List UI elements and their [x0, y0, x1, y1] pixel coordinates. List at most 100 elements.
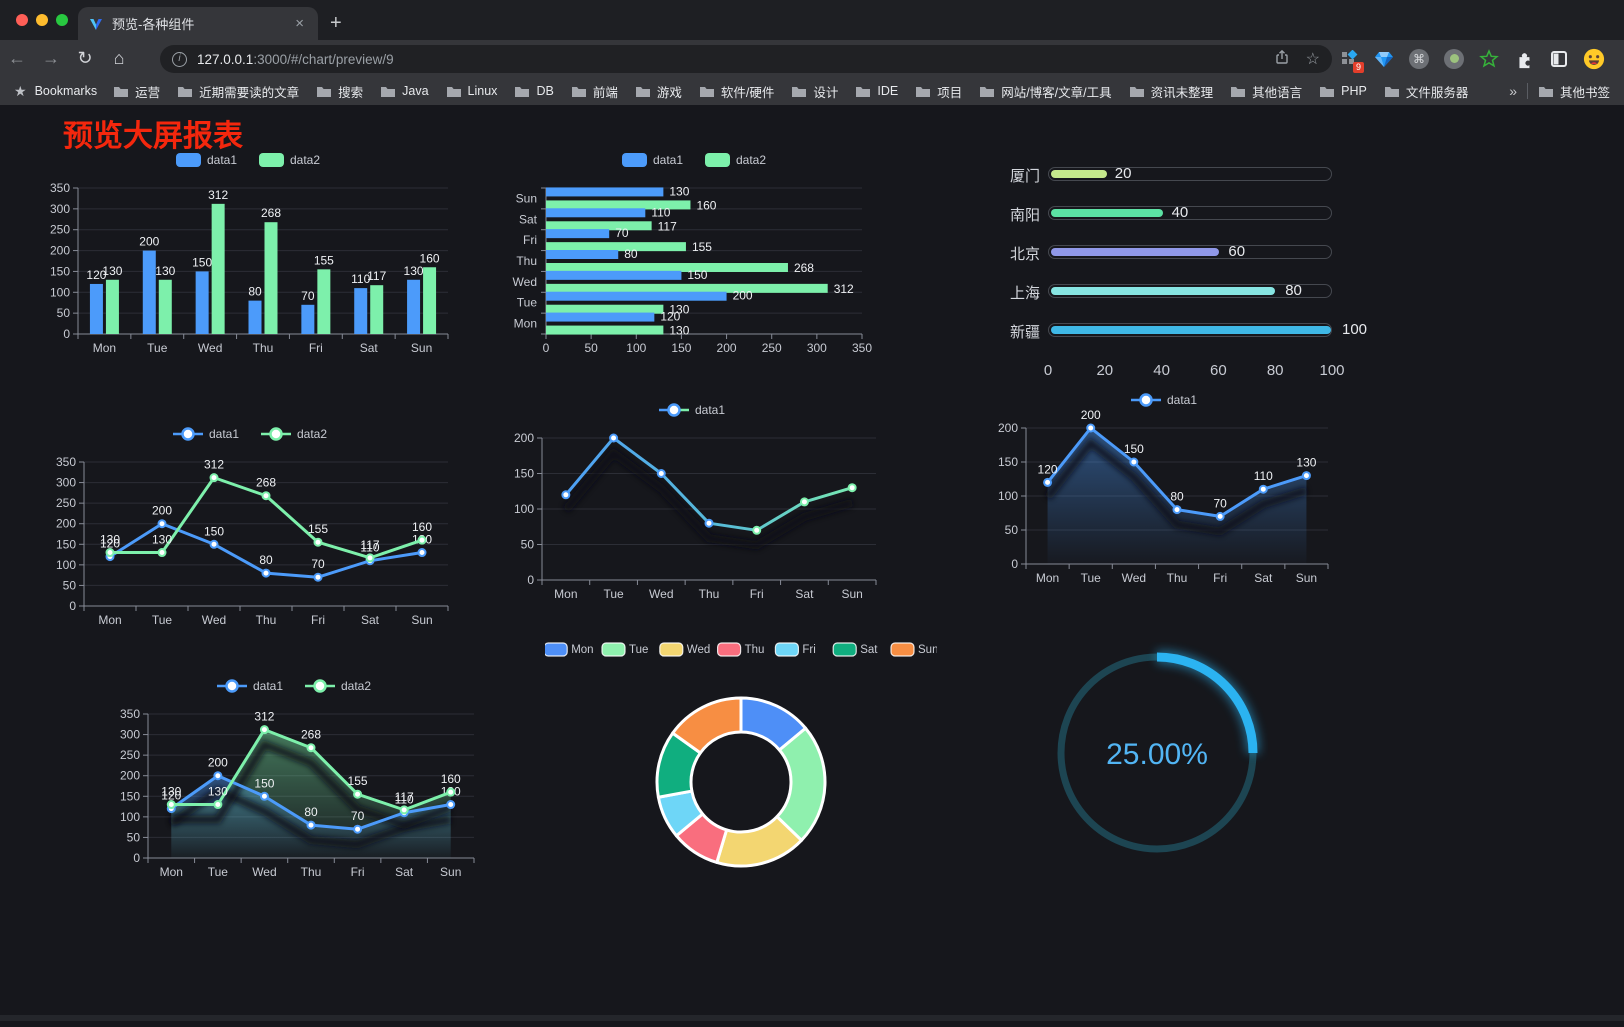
- bookmark-item[interactable]: 资讯未整理: [1129, 82, 1213, 101]
- svg-text:Wed: Wed: [252, 865, 276, 879]
- back-icon[interactable]: ←: [8, 48, 26, 68]
- svg-text:150: 150: [56, 537, 76, 551]
- legend-item[interactable]: data2: [259, 153, 320, 167]
- bookmark-item[interactable]: 网站/博客/文章/工具: [979, 82, 1112, 101]
- legend-item[interactable]: data2: [705, 153, 766, 167]
- bookmark-item[interactable]: 文件服务器: [1384, 82, 1468, 101]
- bookmark-item[interactable]: 设计: [791, 82, 838, 101]
- data-point: [261, 568, 271, 578]
- bookmark-item[interactable]: 项目: [915, 82, 962, 101]
- folder-icon: [1129, 86, 1144, 97]
- new-tab-button[interactable]: +: [330, 12, 342, 34]
- bar: [546, 250, 619, 259]
- bookmark-item[interactable]: PHP: [1319, 84, 1367, 98]
- svg-text:200: 200: [50, 244, 70, 258]
- bar: [105, 279, 119, 334]
- data-point: [847, 483, 857, 493]
- svg-text:Mon: Mon: [160, 865, 183, 879]
- command-extension-icon[interactable]: ⌘: [1408, 48, 1430, 70]
- bookmark-item[interactable]: Java: [380, 84, 429, 98]
- site-info-icon[interactable]: i: [172, 51, 187, 67]
- window-minimize-button[interactable]: [36, 14, 48, 26]
- data-point: [799, 497, 809, 507]
- data-point: [1215, 511, 1225, 521]
- svg-text:110: 110: [1254, 469, 1273, 483]
- bookmark-item[interactable]: 其他语言: [1230, 82, 1302, 101]
- bookmarks-overflow-icon[interactable]: »: [1509, 83, 1517, 99]
- pie-slice[interactable]: [671, 696, 743, 755]
- legend-item[interactable]: data1: [659, 403, 725, 417]
- svg-text:250: 250: [120, 748, 140, 762]
- legend-item[interactable]: Tue: [601, 642, 648, 657]
- svg-text:Tue: Tue: [152, 613, 173, 627]
- bookmark-item[interactable]: Linux: [446, 84, 497, 98]
- bookmark-item[interactable]: 运营: [113, 82, 160, 101]
- svg-text:0: 0: [133, 851, 140, 865]
- svg-text:data1: data1: [1167, 393, 1197, 407]
- bookmark-item[interactable]: 游戏: [635, 82, 682, 101]
- bookmark-item[interactable]: IDE: [855, 84, 898, 98]
- svg-text:160: 160: [441, 772, 461, 786]
- legend-item[interactable]: data1: [176, 153, 237, 167]
- address-bar[interactable]: i 127.0.0.1 :3000/#/chart/preview/9 ☆: [160, 45, 1332, 73]
- browser-tab[interactable]: 预览-各种组件 ×: [78, 7, 318, 40]
- folder-icon: [1384, 86, 1399, 97]
- legend-item[interactable]: data2: [305, 679, 371, 693]
- legend-item[interactable]: Fri: [774, 642, 816, 657]
- other-bookmarks[interactable]: 其他书签: [1538, 82, 1610, 101]
- folder-icon: [856, 86, 871, 97]
- legend-item[interactable]: data1: [217, 679, 283, 693]
- svg-text:data2: data2: [341, 679, 371, 693]
- bookmark-item[interactable]: 软件/硬件: [699, 82, 774, 101]
- svg-text:300: 300: [50, 202, 70, 216]
- bookmark-item[interactable]: 近期需要读的文章: [177, 82, 299, 101]
- svg-text:110: 110: [351, 272, 370, 286]
- window-close-button[interactable]: [16, 14, 28, 26]
- reload-icon[interactable]: ↻: [77, 48, 93, 68]
- legend-item[interactable]: data2: [261, 427, 327, 441]
- browser-menu-icon[interactable]: ⋮: [1618, 48, 1624, 70]
- profile-avatar[interactable]: [1583, 48, 1605, 70]
- proxy-extension-icon[interactable]: [1443, 48, 1465, 70]
- bookmark-item[interactable]: 前端: [571, 82, 618, 101]
- legend-item[interactable]: Thu: [717, 642, 765, 657]
- legend-item[interactable]: Wed: [659, 642, 710, 657]
- window-zoom-button[interactable]: [56, 14, 68, 26]
- svg-text:110: 110: [360, 541, 379, 555]
- svg-text:Fri: Fri: [351, 865, 365, 879]
- svg-text:Tue: Tue: [147, 341, 168, 355]
- svg-text:150: 150: [120, 789, 140, 803]
- legend-item[interactable]: Mon: [543, 642, 594, 657]
- legend-item[interactable]: data1: [1131, 393, 1197, 407]
- data-point: [752, 525, 762, 535]
- legend-item[interactable]: data1: [622, 153, 683, 167]
- progress-value: 100: [1342, 321, 1368, 338]
- share-icon[interactable]: [1274, 49, 1290, 70]
- extension-grid-icon[interactable]: 9: [1338, 48, 1364, 73]
- legend-item[interactable]: data1: [173, 427, 239, 441]
- svg-text:268: 268: [301, 728, 321, 742]
- progress-track: [1048, 167, 1332, 181]
- bookmark-items: 运营 近期需要读的文章 搜索 Java Linux DB 前端 游戏 软件/硬件 设计 IDE 项目网…: [113, 82, 1509, 101]
- bookmark-item[interactable]: 搜索: [316, 82, 363, 101]
- bookmark-star-icon[interactable]: ☆: [1305, 51, 1320, 68]
- bar: [195, 271, 209, 334]
- svg-text:312: 312: [204, 458, 224, 472]
- forward-icon[interactable]: →: [42, 48, 60, 68]
- svg-text:300: 300: [807, 341, 827, 355]
- svg-text:Wed: Wed: [1122, 571, 1146, 585]
- legend-item[interactable]: Sun: [890, 642, 938, 657]
- split-screen-extension-icon[interactable]: [1548, 48, 1570, 70]
- extensions-puzzle-icon[interactable]: [1513, 48, 1535, 70]
- tab-close-icon[interactable]: ×: [295, 15, 304, 32]
- home-icon[interactable]: ⌂: [113, 48, 125, 68]
- progress-label: 厦门: [1009, 168, 1040, 185]
- gem-extension-icon[interactable]: [1373, 48, 1395, 70]
- legend-item[interactable]: Sat: [832, 642, 878, 657]
- chart-dual-line: 0 50 100 150 200 250 300 350 Mon Tue Wed Thu Fri Sat S…: [42, 420, 462, 636]
- svg-text:Sun: Sun: [411, 613, 432, 627]
- bookmark-item[interactable]: DB: [514, 84, 554, 98]
- svg-text:Sat: Sat: [519, 212, 538, 226]
- svg-text:350: 350: [50, 181, 70, 195]
- star-extension-icon[interactable]: [1478, 48, 1500, 70]
